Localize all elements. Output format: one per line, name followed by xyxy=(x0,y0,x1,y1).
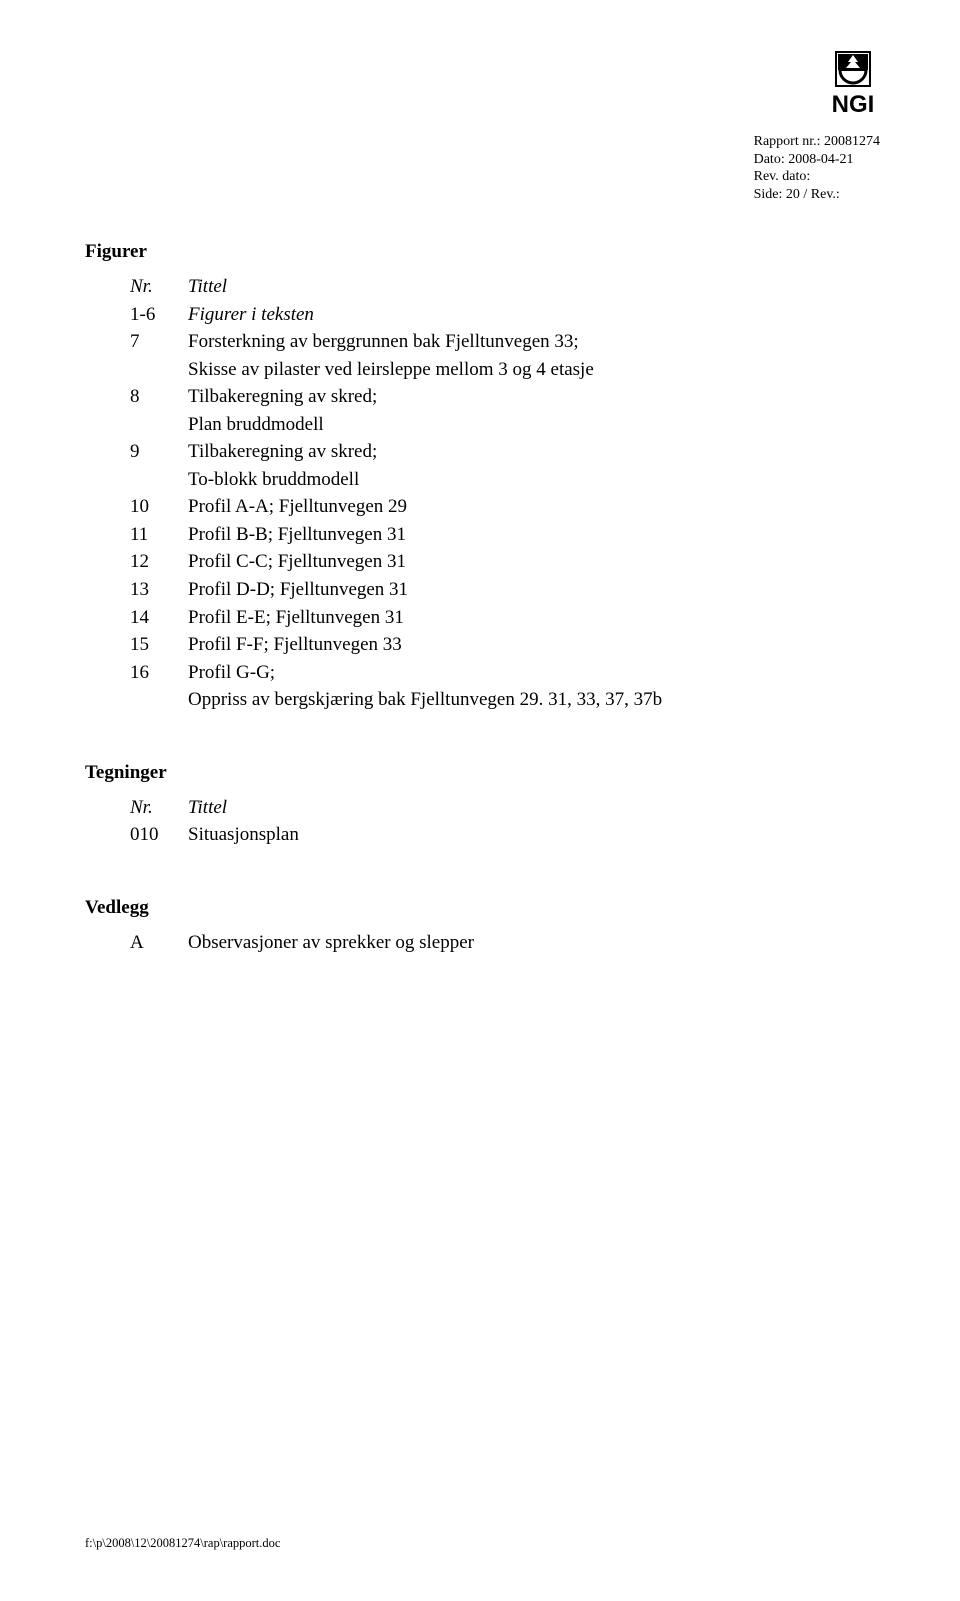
col-nr: Nr. xyxy=(130,273,188,301)
row-nr: 12 xyxy=(130,548,188,576)
figurer-list: Nr. Tittel 1-6Figurer i teksten 7Forster… xyxy=(130,273,880,714)
col-tittel: Tittel xyxy=(188,273,880,301)
row-nr xyxy=(130,411,188,439)
col-nr: Nr. xyxy=(130,794,188,822)
row-txt: Figurer i teksten xyxy=(188,301,880,329)
row-nr: 10 xyxy=(130,493,188,521)
row-nr xyxy=(130,466,188,494)
list-row: 010Situasjonsplan xyxy=(130,821,880,849)
col-tittel: Tittel xyxy=(188,794,880,822)
row-nr xyxy=(130,686,188,714)
figurer-heading: Figurer xyxy=(85,241,880,263)
side-label: Side: xyxy=(754,187,783,202)
row-txt: Profil B-B; Fjelltunvegen 31 xyxy=(188,521,880,549)
row-nr: 8 xyxy=(130,383,188,411)
page: NGI Rapport nr.: 20081274 Dato: 2008-04-… xyxy=(0,0,960,1601)
list-row: 10Profil A-A; Fjelltunvegen 29 xyxy=(130,493,880,521)
row-nr: A xyxy=(130,929,188,957)
list-row: 14Profil E-E; Fjelltunvegen 31 xyxy=(130,604,880,632)
row-txt: Oppriss av bergskjæring bak Fjelltunvege… xyxy=(188,686,880,714)
dato-value: 2008-04-21 xyxy=(788,152,853,167)
report-meta: Rapport nr.: 20081274 Dato: 2008-04-21 R… xyxy=(754,133,880,203)
row-txt: Plan bruddmodell xyxy=(188,411,880,439)
tegninger-heading: Tegninger xyxy=(85,762,880,784)
rapport-label: Rapport nr.: xyxy=(754,134,821,149)
row-txt: Profil E-E; Fjelltunvegen 31 xyxy=(188,604,880,632)
row-txt: Skisse av pilaster ved leirsleppe mellom… xyxy=(188,356,880,384)
row-txt: Profil A-A; Fjelltunvegen 29 xyxy=(188,493,880,521)
dato-label: Dato: xyxy=(754,152,785,167)
row-nr: 14 xyxy=(130,604,188,632)
footer-path: f:\p\2008\12\20081274\rap\rapport.doc xyxy=(85,1536,280,1551)
list-row: 16Profil G-G; xyxy=(130,659,880,687)
revdato-label: Rev. dato: xyxy=(754,169,811,184)
list-row: Skisse av pilaster ved leirsleppe mellom… xyxy=(130,356,880,384)
list-row: Oppriss av bergskjæring bak Fjelltunvege… xyxy=(130,686,880,714)
logo-text: NGI xyxy=(832,91,875,118)
list-row: 9Tilbakeregning av skred; xyxy=(130,438,880,466)
list-row: 12Profil C-C; Fjelltunvegen 31 xyxy=(130,548,880,576)
row-nr xyxy=(130,356,188,384)
list-header-row: Nr. Tittel xyxy=(130,273,880,301)
header: NGI Rapport nr.: 20081274 Dato: 2008-04-… xyxy=(130,50,880,203)
row-nr: 7 xyxy=(130,328,188,356)
row-nr: 11 xyxy=(130,521,188,549)
row-txt: To-blokk bruddmodell xyxy=(188,466,880,494)
list-row: 8Tilbakeregning av skred; xyxy=(130,383,880,411)
row-txt: Situasjonsplan xyxy=(188,821,880,849)
row-nr: 9 xyxy=(130,438,188,466)
list-row: 1-6Figurer i teksten xyxy=(130,301,880,329)
row-txt: Profil G-G; xyxy=(188,659,880,687)
row-nr: 010 xyxy=(130,821,188,849)
header-block: NGI Rapport nr.: 20081274 Dato: 2008-04-… xyxy=(754,50,880,203)
row-txt: Tilbakeregning av skred; xyxy=(188,383,880,411)
rapport-value: 20081274 xyxy=(824,134,880,149)
row-txt: Observasjoner av sprekker og slepper xyxy=(188,929,880,957)
tegninger-list: Nr. Tittel 010Situasjonsplan xyxy=(130,794,880,849)
row-txt: Profil C-C; Fjelltunvegen 31 xyxy=(188,548,880,576)
list-row: AObservasjoner av sprekker og slepper xyxy=(130,929,880,957)
row-txt: Tilbakeregning av skred; xyxy=(188,438,880,466)
list-row: 13Profil D-D; Fjelltunvegen 31 xyxy=(130,576,880,604)
ngi-logo: NGI xyxy=(826,50,880,125)
side-value: 20 / Rev.: xyxy=(786,187,840,202)
row-nr: 13 xyxy=(130,576,188,604)
list-row: Plan bruddmodell xyxy=(130,411,880,439)
list-row: 7Forsterkning av berggrunnen bak Fjelltu… xyxy=(130,328,880,356)
row-txt: Profil D-D; Fjelltunvegen 31 xyxy=(188,576,880,604)
row-nr: 1-6 xyxy=(130,301,188,329)
list-row: 15Profil F-F; Fjelltunvegen 33 xyxy=(130,631,880,659)
row-nr: 15 xyxy=(130,631,188,659)
row-txt: Profil F-F; Fjelltunvegen 33 xyxy=(188,631,880,659)
list-row: To-blokk bruddmodell xyxy=(130,466,880,494)
list-row: 11Profil B-B; Fjelltunvegen 31 xyxy=(130,521,880,549)
row-txt: Forsterkning av berggrunnen bak Fjelltun… xyxy=(188,328,880,356)
vedlegg-list: AObservasjoner av sprekker og slepper xyxy=(130,929,880,957)
list-header-row: Nr. Tittel xyxy=(130,794,880,822)
vedlegg-heading: Vedlegg xyxy=(85,897,880,919)
row-nr: 16 xyxy=(130,659,188,687)
